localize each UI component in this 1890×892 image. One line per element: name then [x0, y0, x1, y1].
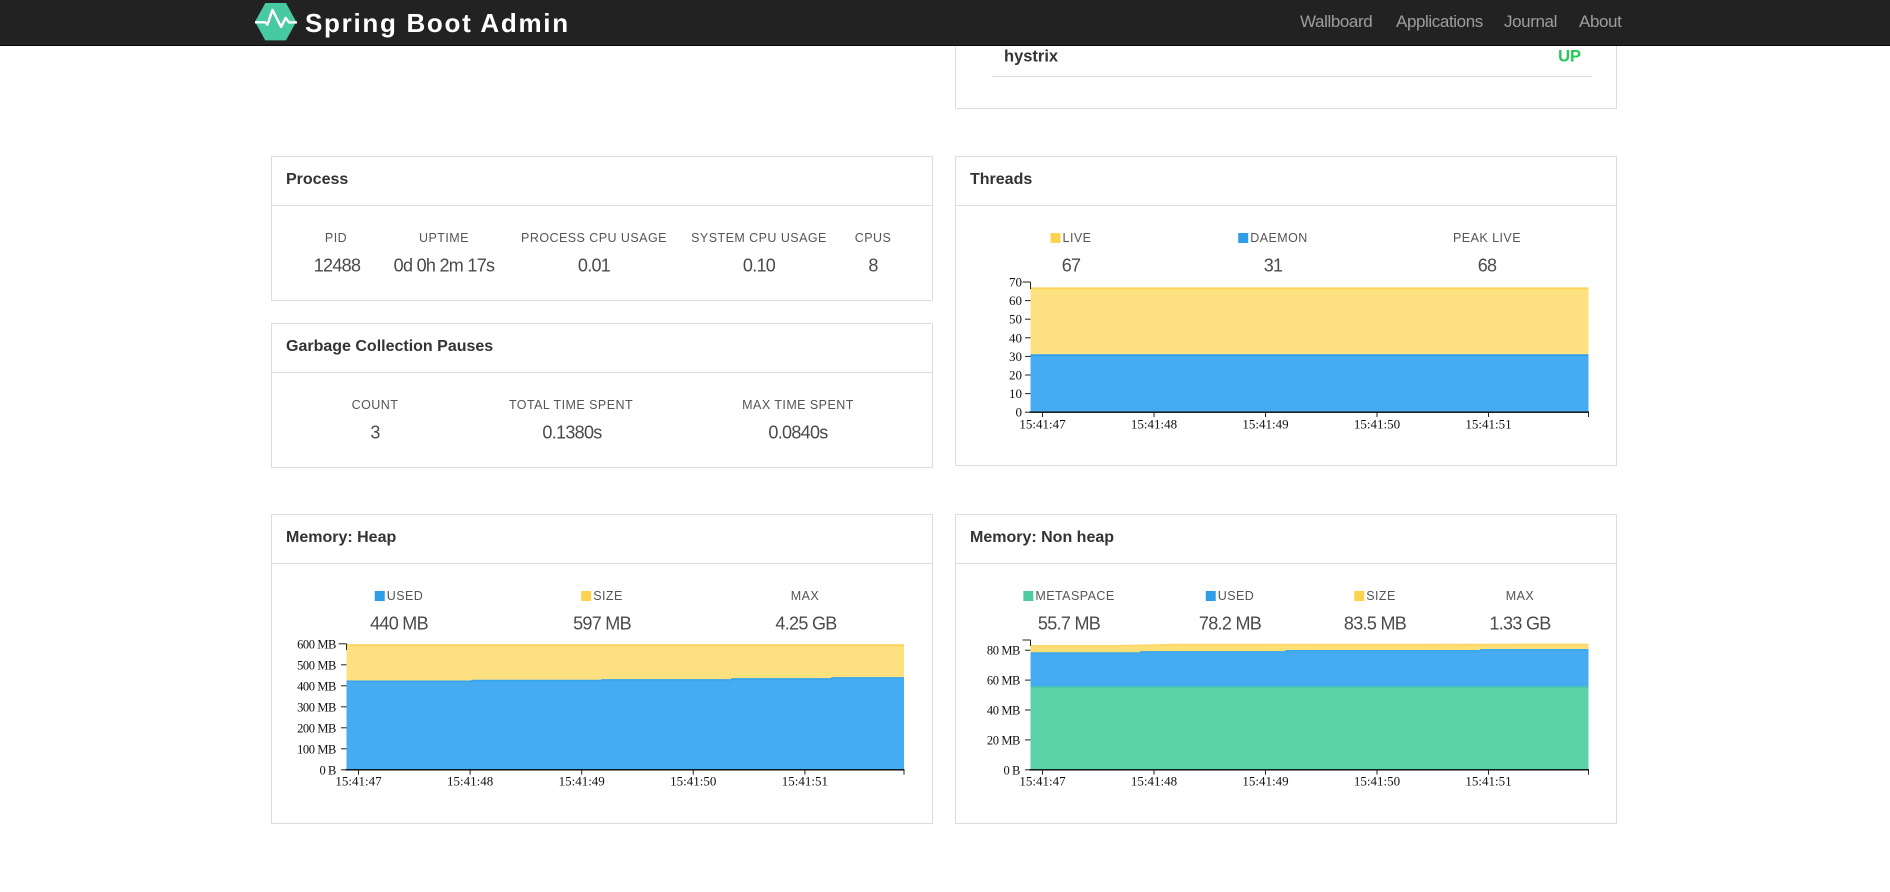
svg-text:50: 50 [1009, 312, 1022, 327]
svg-text:30: 30 [1009, 349, 1022, 364]
svg-text:15:41:50: 15:41:50 [670, 774, 716, 789]
svg-text:15:41:49: 15:41:49 [1242, 774, 1288, 789]
svg-text:15:41:47: 15:41:47 [1019, 774, 1066, 789]
svg-text:15:41:48: 15:41:48 [1131, 417, 1177, 432]
svg-text:15:41:51: 15:41:51 [1465, 417, 1511, 432]
svg-text:60: 60 [1009, 293, 1022, 308]
svg-text:15:41:48: 15:41:48 [447, 774, 493, 789]
svg-text:0 B: 0 B [1003, 763, 1020, 777]
svg-text:300 MB: 300 MB [297, 700, 336, 714]
svg-text:500 MB: 500 MB [297, 658, 336, 672]
svg-text:80 MB: 80 MB [987, 644, 1020, 658]
svg-text:15:41:51: 15:41:51 [1465, 774, 1511, 789]
svg-text:20 MB: 20 MB [987, 733, 1020, 747]
svg-text:15:41:49: 15:41:49 [1242, 417, 1288, 432]
svg-text:400 MB: 400 MB [297, 679, 336, 693]
svg-text:70: 70 [1009, 275, 1022, 290]
svg-text:10: 10 [1009, 386, 1022, 401]
svg-text:15:41:50: 15:41:50 [1354, 774, 1400, 789]
svg-text:15:41:49: 15:41:49 [559, 774, 605, 789]
svg-text:15:41:51: 15:41:51 [782, 774, 828, 789]
svg-text:15:41:50: 15:41:50 [1354, 417, 1400, 432]
svg-text:40: 40 [1009, 330, 1022, 345]
svg-text:15:41:47: 15:41:47 [1019, 417, 1066, 432]
svg-text:200 MB: 200 MB [297, 721, 336, 735]
svg-text:600 MB: 600 MB [297, 637, 336, 651]
svg-text:60 MB: 60 MB [987, 674, 1020, 688]
svg-text:100 MB: 100 MB [297, 742, 336, 756]
svg-text:15:41:47: 15:41:47 [335, 774, 382, 789]
svg-text:0 B: 0 B [319, 763, 336, 777]
svg-text:15:41:48: 15:41:48 [1131, 774, 1177, 789]
svg-text:0: 0 [1016, 405, 1023, 420]
svg-text:20: 20 [1009, 368, 1022, 383]
svg-text:40 MB: 40 MB [987, 704, 1020, 718]
